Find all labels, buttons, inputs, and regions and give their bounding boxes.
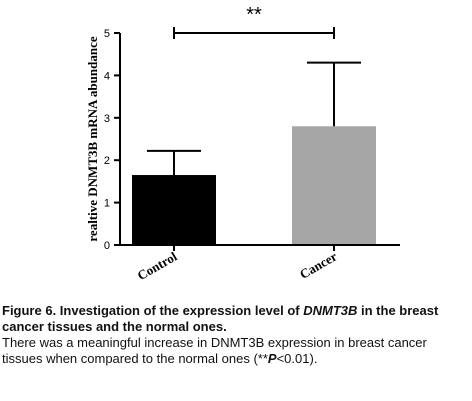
caption-body: There was a meaningful increase in DNMT3… bbox=[2, 335, 427, 366]
y-tick-label: 0 bbox=[104, 240, 110, 252]
bar bbox=[292, 126, 376, 245]
caption-title-suffix: in the breast cancer tissues and the nor… bbox=[2, 303, 439, 334]
y-tick-label: 4 bbox=[104, 70, 110, 82]
bar-chart: 0 1 2 3 4 5 Control Cancer realtive DNMT3B mRN… bbox=[85, 4, 400, 283]
x-axis: Control Cancer bbox=[120, 244, 400, 283]
x-tick-label: Control bbox=[135, 248, 180, 283]
y-tick-label: 1 bbox=[104, 198, 110, 210]
bar bbox=[132, 175, 216, 245]
caption-title-prefix: Figure 6. Investigation of the expressio… bbox=[2, 303, 304, 318]
y-axis-title: realtive DNMT3B mRNA abundance bbox=[85, 36, 100, 241]
significance-label: ** bbox=[246, 4, 262, 26]
caption-title: Figure 6. Investigation of the expressio… bbox=[2, 303, 438, 334]
x-tick-label: Cancer bbox=[297, 248, 340, 281]
caption-body-prefix: There was a meaningful increase in DNMT3… bbox=[2, 335, 427, 366]
y-tick-label: 5 bbox=[104, 28, 110, 40]
y-axis: 0 1 2 3 4 5 bbox=[104, 28, 121, 252]
caption-body-suffix: <0.01). bbox=[276, 351, 318, 366]
caption-body-p: P bbox=[267, 351, 277, 366]
y-tick-label: 3 bbox=[104, 113, 110, 125]
figure-caption: Figure 6. Investigation of the expressio… bbox=[2, 303, 470, 367]
bars bbox=[132, 61, 376, 245]
caption-title-gene: DNMT3B bbox=[303, 303, 358, 318]
y-tick-label: 2 bbox=[104, 155, 110, 167]
significance-bracket: ** bbox=[173, 4, 335, 39]
